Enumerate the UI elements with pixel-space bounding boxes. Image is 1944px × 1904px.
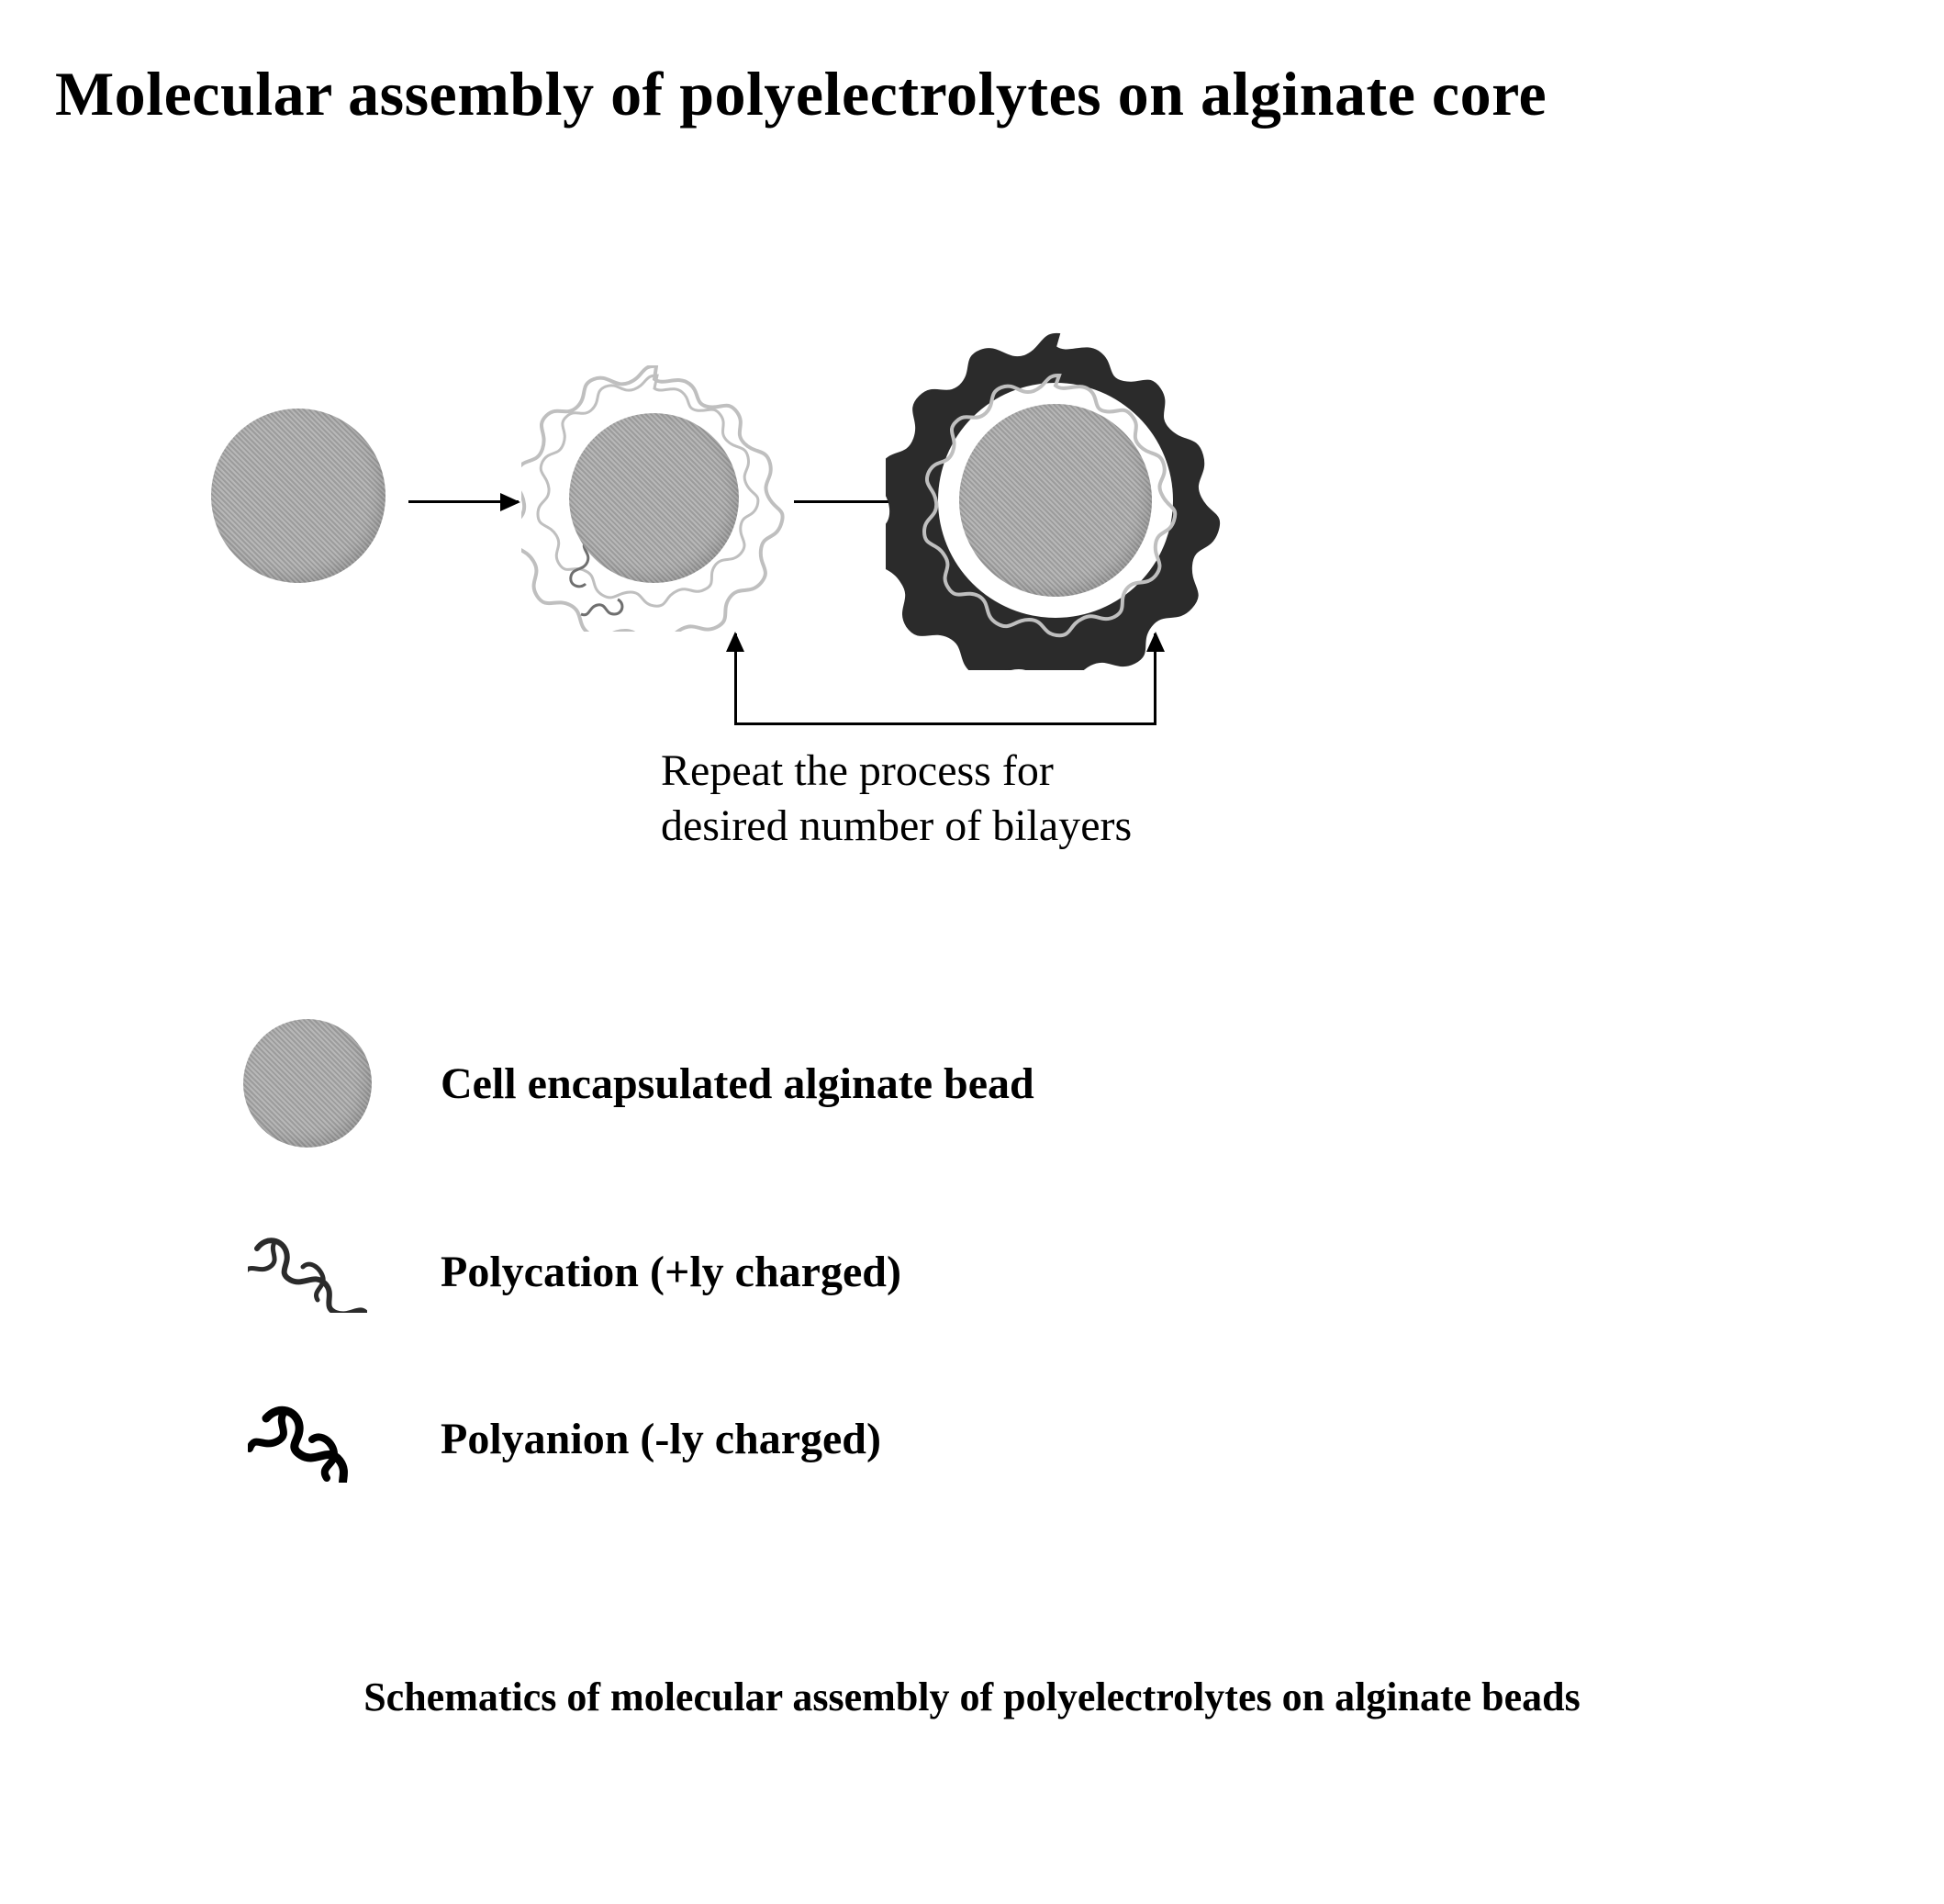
bead-stage-1: [211, 409, 385, 583]
page-title: Molecular assembly of polyelectrolytes o…: [55, 55, 1889, 133]
legend-label-bead: Cell encapsulated alginate bead: [441, 1058, 1034, 1109]
legend-row-bead: Cell encapsulated alginate bead: [229, 1019, 1034, 1148]
repeat-bracket: [734, 633, 1156, 725]
squiggle-dark-icon: [229, 1395, 385, 1483]
alginate-core-icon: [211, 409, 385, 583]
legend-row-polycation: Polycation (+ly charged): [229, 1230, 1034, 1313]
bracket-horizontal: [734, 722, 1156, 725]
repeat-label: Repeat the process for desired number of…: [661, 744, 1132, 854]
bracket-arrowhead-left: [726, 632, 744, 652]
alginate-core-icon: [569, 413, 739, 583]
alginate-core-icon: [959, 404, 1152, 597]
page: Molecular assembly of polyelectrolytes o…: [0, 0, 1944, 1904]
bead-stage-3: [899, 344, 1212, 656]
figure-caption: Schematics of molecular assembly of poly…: [0, 1674, 1944, 1720]
hatched-circle-icon: [229, 1019, 385, 1148]
squiggle-light-icon: [229, 1230, 385, 1313]
bracket-arrowhead-right: [1146, 632, 1165, 652]
bead-stage-2: [528, 372, 780, 624]
legend-label-polycation: Polycation (+ly charged): [441, 1247, 901, 1297]
assembly-diagram: Repeat the process for desired number of…: [211, 372, 1889, 647]
arrow-1: [408, 500, 519, 503]
legend-label-polyanion: Polyanion (-ly charged): [441, 1414, 881, 1464]
legend-row-polyanion: Polyanion (-ly charged): [229, 1395, 1034, 1483]
legend: Cell encapsulated alginate bead Polycati…: [229, 1019, 1034, 1565]
